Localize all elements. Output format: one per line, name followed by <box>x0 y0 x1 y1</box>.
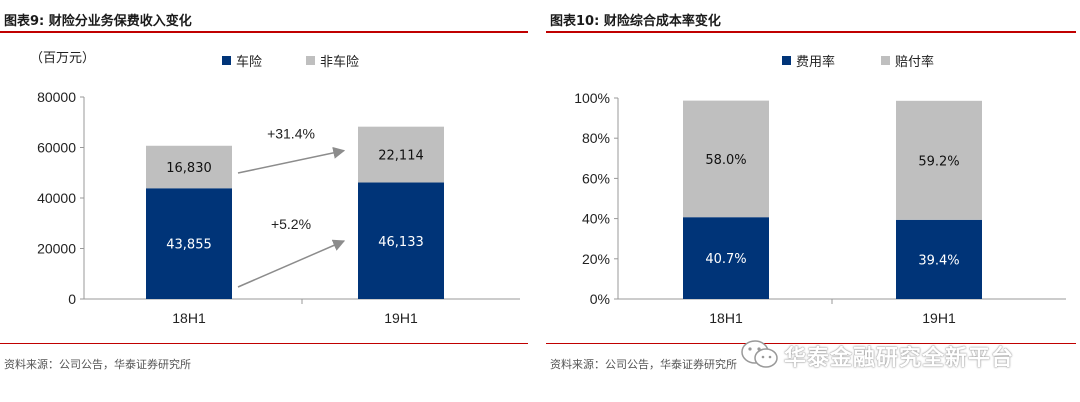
y-tick-label: 0 <box>68 291 76 307</box>
source-note: 资料来源：公司公告，华泰证券研究所 <box>4 358 191 371</box>
growth-arrow <box>237 239 346 288</box>
bar-segment <box>146 145 232 189</box>
bar-segment <box>896 219 982 299</box>
watermark: 华泰金融研究全新平台 <box>740 336 1060 376</box>
source-note: 资料来源：公司公告，华泰证券研究所 <box>550 358 737 371</box>
bar-segment <box>146 188 232 299</box>
growth-annotation: +31.4% <box>267 126 315 142</box>
y-tick-label: 40% <box>582 211 610 227</box>
growth-arrow <box>237 146 346 174</box>
premium-chart: 0 20000 40000 60000 80000 43,855 16,830 18H1 46,… <box>30 51 520 326</box>
bar-segment <box>896 100 982 220</box>
x-tick-label: 18H1 <box>172 310 206 326</box>
wechat-icon <box>741 340 778 368</box>
y-tick-label: 0% <box>590 291 610 307</box>
unit-label: （百万元） <box>30 51 95 66</box>
bar-segment <box>358 126 444 183</box>
x-tick-label: 19H1 <box>922 310 956 326</box>
bar-segment <box>358 182 444 299</box>
legend-swatch <box>306 56 315 65</box>
bar-data-label: 58.0% <box>705 153 746 168</box>
legend-label: 费用率 <box>796 54 835 70</box>
chart-panel-combined-ratio: 图表10: 财险综合成本率变化 0% 20% 40% 60% 80% 100% 40.7% 5… <box>546 0 1080 402</box>
chart-panel-premium: 图表9: 财险分业务保费收入变化 0 20000 40000 60000 80000 43… <box>0 0 532 402</box>
bar-data-label: 46,133 <box>378 235 424 250</box>
y-tick-label: 40000 <box>37 190 76 206</box>
source-rule <box>0 343 528 344</box>
y-tick-label: 60% <box>582 170 610 186</box>
x-tick-label: 19H1 <box>384 310 418 326</box>
bar-data-label: 39.4% <box>918 253 959 268</box>
title-rule <box>0 31 528 33</box>
source-rule <box>546 343 1076 344</box>
legend-label: 赔付率 <box>895 54 934 70</box>
legend-label: 车险 <box>236 54 262 70</box>
y-tick-label: 100% <box>574 90 610 106</box>
bar-data-label: 59.2% <box>918 154 959 169</box>
y-tick-label: 20000 <box>37 241 76 257</box>
legend-swatch <box>782 56 791 65</box>
chart-title: 图表10: 财险综合成本率变化 <box>550 14 721 29</box>
x-tick-label: 18H1 <box>709 310 743 326</box>
legend-swatch <box>881 56 890 65</box>
watermark-text: 华泰金融研究全新平台 <box>784 346 1015 371</box>
bar-data-label: 40.7% <box>705 252 746 267</box>
title-rule <box>546 31 1076 33</box>
growth-annotation: +5.2% <box>271 216 311 232</box>
bar-data-label: 43,855 <box>166 238 212 253</box>
combined-ratio-chart: 0% 20% 40% 60% 80% 100% 40.7% 58.0% 18H1 39.4% 59.… <box>574 54 1066 326</box>
y-tick-label: 80000 <box>37 89 76 105</box>
legend-label: 非车险 <box>320 54 359 70</box>
y-tick-label: 80% <box>582 130 610 146</box>
legend-swatch <box>222 56 231 65</box>
bar-segment <box>683 217 769 299</box>
bar-data-label: 16,830 <box>166 161 212 176</box>
bar-data-label: 22,114 <box>378 149 424 164</box>
y-tick-label: 60000 <box>37 140 76 156</box>
y-tick-label: 20% <box>582 251 610 267</box>
bar-segment <box>683 100 769 218</box>
chart-title: 图表9: 财险分业务保费收入变化 <box>4 14 192 29</box>
